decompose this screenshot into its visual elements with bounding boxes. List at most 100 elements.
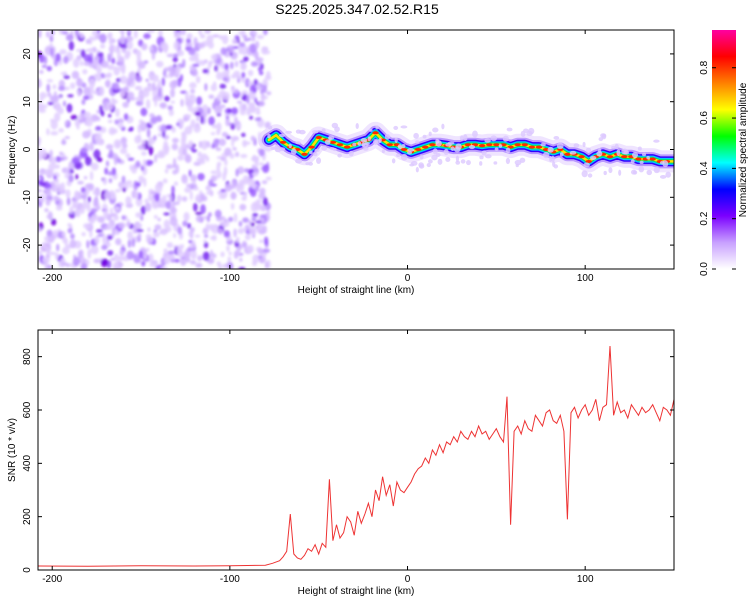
noise-speckle bbox=[230, 202, 235, 210]
noise-speckle bbox=[205, 30, 210, 33]
noise-speckle bbox=[177, 226, 183, 235]
noise-speckle bbox=[104, 73, 108, 78]
noise-speckle bbox=[251, 36, 256, 42]
signal-halo-speckle bbox=[466, 160, 471, 166]
noise-speckle bbox=[44, 261, 49, 269]
noise-speckle bbox=[141, 260, 146, 267]
noise-speckle bbox=[160, 124, 167, 134]
noise-speckle bbox=[126, 40, 134, 50]
noise-speckle bbox=[81, 232, 86, 237]
signal-peak bbox=[308, 145, 315, 149]
signal-halo-speckle bbox=[324, 139, 331, 145]
noise-speckle bbox=[263, 236, 269, 246]
noise-speckle bbox=[80, 147, 88, 154]
noise-speckle bbox=[97, 216, 105, 224]
noise-speckle bbox=[74, 190, 79, 201]
signal-halo-speckle bbox=[542, 151, 550, 159]
noise-speckle bbox=[121, 215, 126, 220]
noise-speckle bbox=[169, 216, 178, 227]
noise-speckle bbox=[112, 261, 120, 269]
signal-peak bbox=[649, 157, 656, 161]
noise-speckle bbox=[222, 91, 230, 101]
noise-speckle bbox=[135, 160, 141, 167]
noise-speckle bbox=[235, 151, 240, 158]
noise-speckle bbox=[208, 94, 215, 99]
signal-halo-speckle bbox=[337, 153, 342, 158]
noise-speckle bbox=[69, 206, 74, 215]
noise-speckle bbox=[209, 249, 213, 256]
signal-peak bbox=[486, 143, 493, 147]
noise-speckle bbox=[190, 260, 197, 265]
noise-speckle bbox=[220, 61, 226, 70]
snr-y-tick-label: 800 bbox=[22, 348, 33, 365]
noise-speckle bbox=[225, 69, 230, 78]
noise-speckle bbox=[64, 136, 70, 140]
signal-halo-speckle bbox=[352, 142, 357, 147]
signal-halo-speckle bbox=[553, 136, 560, 140]
noise-speckle bbox=[181, 133, 187, 141]
signal-halo-speckle bbox=[295, 158, 303, 164]
noise-speckle bbox=[144, 198, 149, 204]
noise-speckle bbox=[265, 70, 271, 79]
noise-speckle bbox=[38, 227, 43, 233]
noise-speckle bbox=[44, 51, 52, 55]
signal-peak bbox=[521, 143, 528, 147]
noise-speckle bbox=[95, 72, 102, 82]
noise-speckle bbox=[204, 59, 208, 64]
signal-halo-speckle bbox=[426, 162, 431, 168]
noise-speckle bbox=[257, 248, 264, 255]
noise-speckle bbox=[119, 36, 127, 44]
colorbar-gradient bbox=[712, 30, 736, 269]
signal-peak bbox=[400, 148, 408, 151]
signal-halo-speckle bbox=[502, 135, 509, 142]
noise-speckle bbox=[42, 168, 51, 175]
noise-speckle bbox=[100, 60, 109, 69]
noise-speckle bbox=[91, 46, 97, 53]
colorbar-tick-label: 0.4 bbox=[699, 161, 710, 175]
signal-halo-speckle bbox=[653, 166, 660, 174]
signal-halo-speckle bbox=[328, 135, 335, 140]
noise-speckle bbox=[163, 248, 168, 254]
noise-speckle bbox=[95, 229, 103, 233]
noise-speckle bbox=[72, 58, 80, 68]
noise-speckle bbox=[216, 122, 222, 132]
signal-halo-speckle bbox=[445, 142, 452, 147]
signal-halo-speckle bbox=[468, 144, 476, 150]
noise-speckle bbox=[62, 156, 68, 161]
signal-halo-speckle bbox=[400, 125, 408, 129]
noise-speckle bbox=[206, 34, 214, 44]
noise-speckle bbox=[219, 83, 227, 89]
noise-speckle bbox=[59, 49, 67, 55]
noise-speckle bbox=[182, 220, 188, 227]
noise-speckle bbox=[193, 123, 201, 133]
signal-halo-speckle bbox=[401, 143, 406, 149]
signal-halo-speckle bbox=[603, 170, 607, 176]
noise-speckle bbox=[241, 103, 247, 111]
noise-speckle bbox=[133, 224, 137, 235]
signal-halo-speckle bbox=[295, 141, 301, 145]
noise-speckle bbox=[86, 202, 91, 212]
noise-speckle bbox=[65, 189, 71, 198]
signal-halo-speckle bbox=[547, 146, 554, 153]
signal-halo-speckle bbox=[581, 170, 588, 178]
snr-x-tick-label: -100 bbox=[220, 574, 240, 585]
spectrogram-x-label: Height of straight line (km) bbox=[298, 285, 415, 296]
noise-speckle bbox=[176, 122, 180, 126]
noise-speckle bbox=[218, 263, 222, 269]
noise-speckle bbox=[100, 43, 106, 49]
noise-speckle bbox=[113, 139, 122, 149]
noise-speckle bbox=[220, 251, 225, 258]
noise-speckle bbox=[246, 94, 250, 104]
noise-speckle bbox=[238, 266, 246, 269]
noise-speckle bbox=[103, 191, 111, 200]
spectrogram-x-tick-label: -100 bbox=[220, 273, 240, 284]
noise-speckle bbox=[50, 131, 59, 136]
noise-speckle bbox=[151, 50, 156, 61]
noise-speckle bbox=[191, 69, 198, 77]
noise-speckle bbox=[89, 170, 94, 181]
noise-speckle bbox=[231, 88, 236, 93]
noise-speckle bbox=[243, 38, 249, 42]
noise-speckle bbox=[190, 249, 197, 260]
noise-speckle bbox=[97, 116, 101, 122]
signal-peak bbox=[621, 155, 628, 159]
